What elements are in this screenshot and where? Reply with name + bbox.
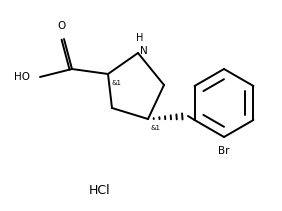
Text: &1: &1 xyxy=(111,80,121,86)
Text: &1: &1 xyxy=(150,125,160,131)
Text: O: O xyxy=(57,21,65,31)
Text: N: N xyxy=(140,46,148,56)
Text: H: H xyxy=(136,33,144,43)
Text: Br: Br xyxy=(218,146,230,156)
Text: HCl: HCl xyxy=(89,184,111,197)
Text: HO: HO xyxy=(14,72,30,82)
